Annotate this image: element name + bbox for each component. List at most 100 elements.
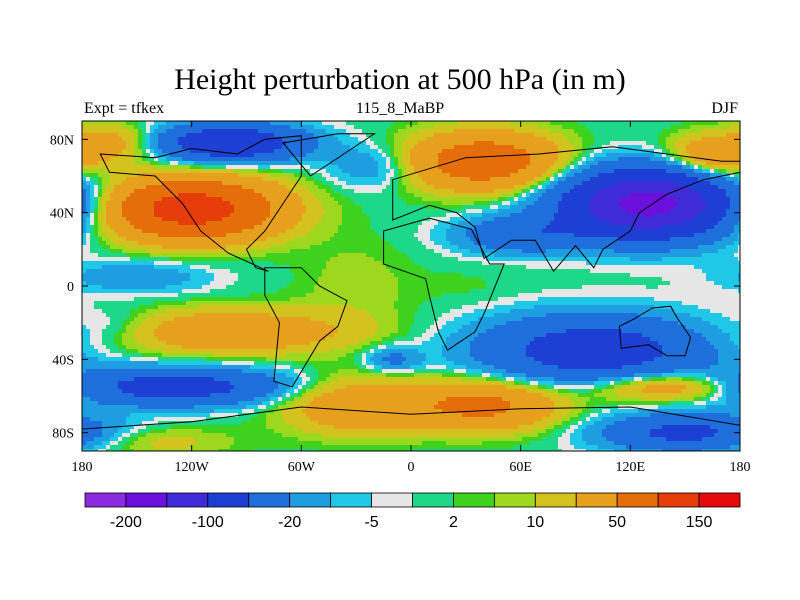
field-cell — [102, 429, 107, 434]
field-cell — [210, 229, 215, 234]
field-cell — [218, 121, 223, 126]
field-cell — [178, 301, 183, 306]
field-cell — [226, 445, 231, 450]
field-cell — [162, 217, 167, 222]
field-cell — [290, 337, 295, 342]
field-cell — [122, 297, 127, 302]
field-cell — [266, 429, 271, 434]
field-cell — [142, 185, 147, 190]
field-cell — [242, 349, 247, 354]
field-cell — [170, 449, 175, 452]
field-cell — [242, 141, 247, 146]
field-cell — [82, 265, 87, 270]
field-cell — [182, 421, 187, 426]
field-cell — [134, 281, 139, 286]
field-cell — [210, 157, 215, 162]
field-cell — [230, 409, 235, 414]
field-cell — [158, 397, 163, 402]
field-cell — [226, 437, 231, 442]
field-cell — [102, 137, 107, 142]
field-cell — [270, 285, 275, 290]
field-cell — [242, 385, 247, 390]
field-cell — [198, 181, 203, 186]
field-cell — [318, 441, 323, 446]
field-cell — [98, 149, 103, 154]
field-cell — [218, 397, 223, 402]
field-cell — [234, 169, 239, 174]
field-cell — [162, 121, 167, 126]
field-cell — [94, 401, 99, 406]
field-cell — [310, 121, 315, 126]
field-cell — [266, 241, 271, 246]
field-cell — [282, 181, 287, 186]
field-cell — [86, 273, 91, 278]
field-cell — [274, 361, 279, 366]
field-cell — [250, 425, 255, 430]
field-cell — [266, 333, 271, 338]
field-cell — [298, 217, 303, 222]
field-cell — [282, 385, 287, 390]
field-cell — [98, 329, 103, 334]
field-cell — [290, 365, 295, 370]
field-cell — [158, 241, 163, 246]
field-cell — [278, 353, 283, 358]
field-cell — [194, 321, 199, 326]
field-cell — [178, 257, 183, 262]
field-cell — [194, 385, 199, 390]
field-cell — [114, 149, 119, 154]
field-cell — [194, 261, 199, 266]
field-cell — [306, 241, 311, 246]
field-cell — [314, 321, 319, 326]
field-cell — [214, 237, 219, 242]
field-cell — [170, 261, 175, 266]
field-cell — [110, 161, 115, 166]
field-cell — [86, 297, 91, 302]
field-cell — [262, 165, 267, 170]
field-cell — [114, 189, 119, 194]
field-cell — [138, 417, 143, 422]
field-cell — [118, 121, 123, 126]
field-cell — [302, 417, 307, 422]
field-cell — [114, 141, 119, 146]
field-cell — [202, 261, 207, 266]
field-cell — [282, 397, 287, 402]
field-cell — [134, 201, 139, 206]
field-cell — [206, 173, 211, 178]
field-cell — [134, 445, 139, 450]
field-cell — [182, 149, 187, 154]
field-cell — [186, 241, 191, 246]
field-cell — [314, 129, 319, 134]
field-cell — [258, 421, 263, 426]
field-cell — [114, 445, 119, 450]
field-cell — [202, 369, 207, 374]
field-cell — [166, 237, 171, 242]
field-cell — [134, 145, 139, 150]
field-cell — [226, 429, 231, 434]
field-cell — [138, 137, 143, 142]
field-cell — [162, 289, 167, 294]
field-cell — [190, 441, 195, 446]
field-cell — [250, 381, 255, 386]
field-cell — [302, 197, 307, 202]
field-cell — [178, 169, 183, 174]
field-cell — [94, 153, 99, 158]
field-cell — [202, 329, 207, 334]
field-cell — [102, 297, 107, 302]
field-cell — [202, 165, 207, 170]
field-cell — [114, 417, 119, 422]
field-cell — [106, 353, 111, 358]
field-cell — [98, 161, 103, 166]
field-cell — [222, 301, 227, 306]
field-cell — [238, 313, 243, 318]
field-cell — [274, 325, 279, 330]
field-cell — [246, 341, 251, 346]
field-cell — [302, 385, 307, 390]
field-cell — [106, 257, 111, 262]
field-cell — [90, 141, 95, 146]
field-cell — [182, 173, 187, 178]
field-cell — [194, 285, 199, 290]
field-cell — [82, 273, 87, 278]
field-cell — [246, 393, 251, 398]
field-cell — [118, 249, 123, 254]
field-cell — [206, 237, 211, 242]
